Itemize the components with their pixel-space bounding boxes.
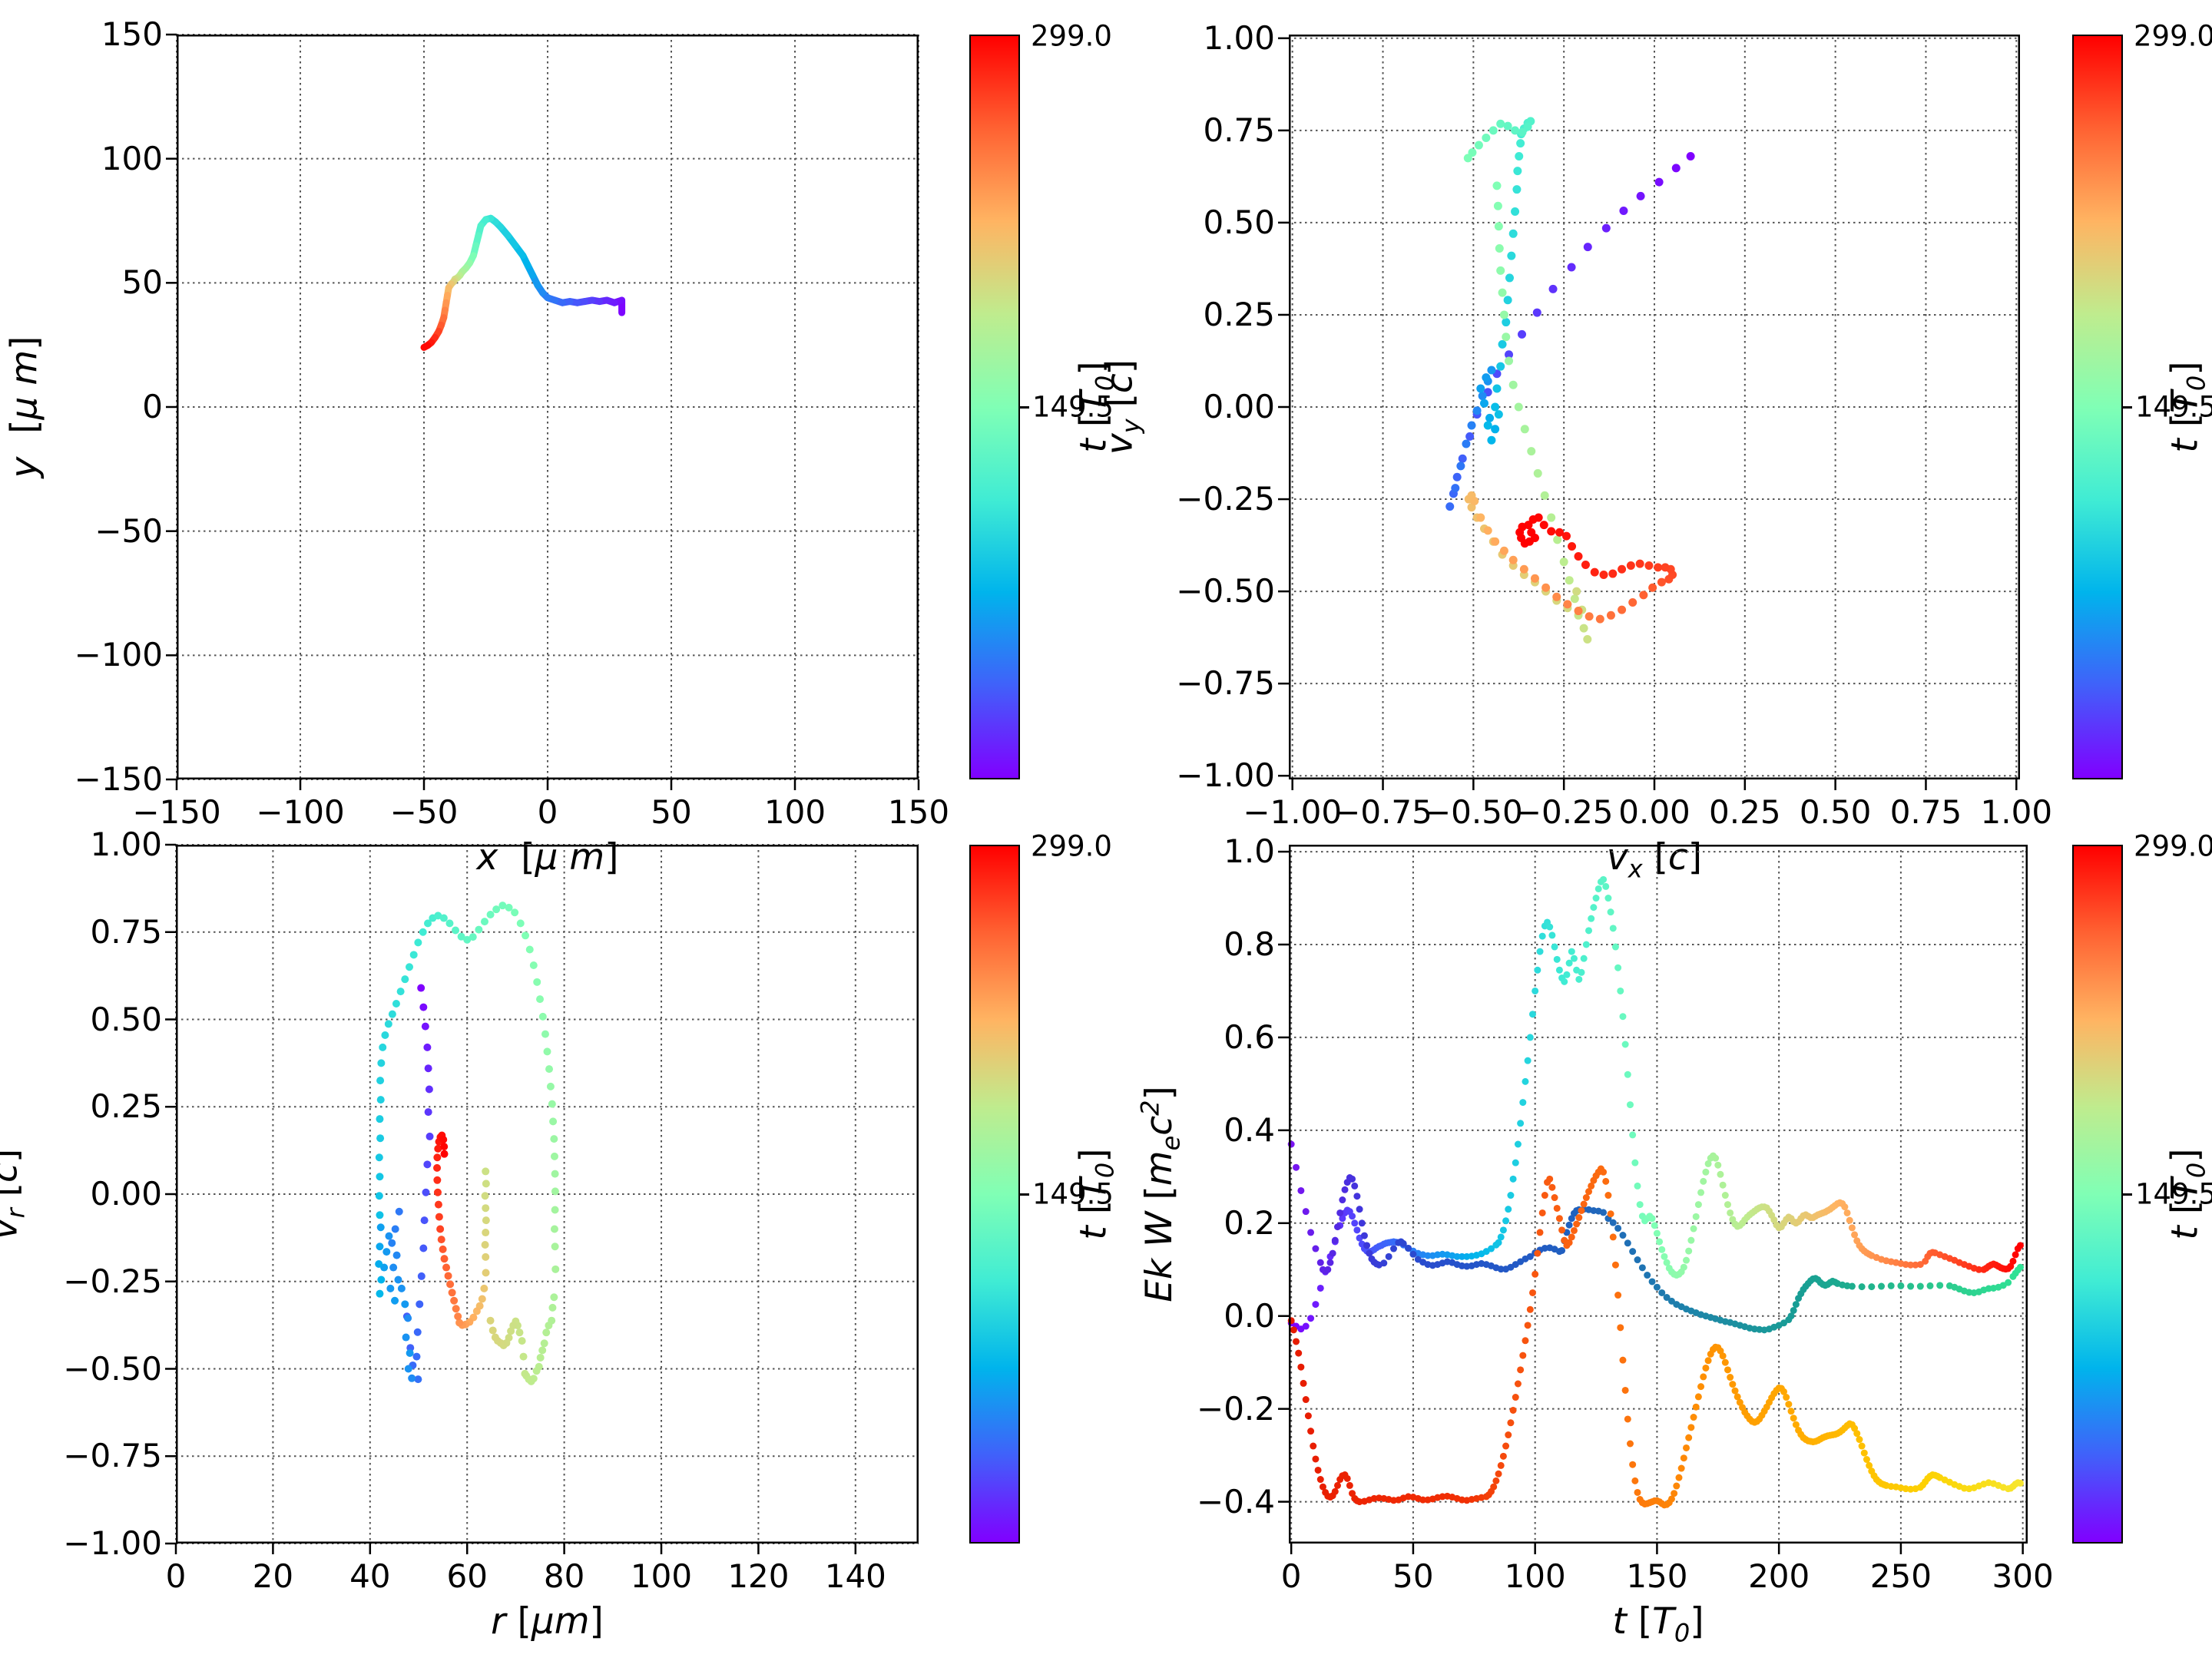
y-tick-label: 0.25 <box>1203 295 1275 333</box>
y-tick-label: −0.50 <box>1176 572 1275 610</box>
x-axis-label: r [μm] <box>491 1600 604 1643</box>
y-tick-label: 150 <box>101 15 163 53</box>
x-tick-label: −0.75 <box>1333 793 1432 831</box>
x-tick-label: 0 <box>537 793 558 831</box>
x-axis-label: t [T0] <box>1612 1600 1704 1648</box>
x-tick-label: 200 <box>1748 1557 1810 1595</box>
y-tick-label: 0.50 <box>1203 203 1275 241</box>
plot-area-rvr <box>165 843 919 1554</box>
x-tick-label: 250 <box>1869 1557 1932 1595</box>
colorbar <box>2072 845 2123 1544</box>
x-tick-label: 100 <box>630 1557 693 1595</box>
y-tick-label: 0.00 <box>90 1175 162 1213</box>
y-tick-label: −0.75 <box>63 1437 162 1475</box>
colorbar-tick-max: 299.0 <box>1031 829 1112 863</box>
colorbar-tick-max: 299.0 <box>2134 19 2212 53</box>
x-tick-label: 60 <box>446 1557 488 1595</box>
y-tick-label: 50 <box>121 263 163 302</box>
y-tick-label: −50 <box>94 511 163 550</box>
y-tick-label: 0.0 <box>1224 1296 1275 1335</box>
x-tick-label: 100 <box>1504 1557 1566 1595</box>
x-tick-label: 150 <box>1626 1557 1688 1595</box>
colorbar-mid-tick <box>2123 405 2132 409</box>
y-tick-label: 0.8 <box>1224 925 1275 963</box>
x-tick-label: 20 <box>252 1557 294 1595</box>
colorbar-mid-tick <box>1020 405 1029 409</box>
x-tick-label: −1.00 <box>1243 793 1343 831</box>
x-tick-label: 0 <box>1280 1557 1302 1595</box>
y-tick-label: 0.4 <box>1224 1110 1275 1149</box>
y-tick-label: 1.0 <box>1224 832 1275 871</box>
colorbar <box>969 35 1020 779</box>
colorbar-tick-mid: 149.5 <box>2135 390 2212 424</box>
y-tick-label: 0.00 <box>1203 388 1275 425</box>
x-tick-label: 80 <box>543 1557 585 1595</box>
y-tick-label: 100 <box>101 139 163 177</box>
y-tick-label: −0.25 <box>63 1262 162 1300</box>
x-tick-label: 1.00 <box>1980 793 2053 831</box>
colorbar-tick-mid: 149.5 <box>2135 1177 2212 1211</box>
colorbar-label: t [T0] <box>2164 1148 2211 1240</box>
y-axis-label: Ek W [mec2] <box>1135 1086 1186 1302</box>
plot-area-xy <box>166 33 920 790</box>
x-tick-label: 40 <box>349 1557 391 1595</box>
colorbar <box>969 845 1020 1544</box>
colorbar-tick-mid: 149.5 <box>1032 1177 1114 1211</box>
y-tick-label: −0.75 <box>1176 664 1275 703</box>
y-tick-label: −1.00 <box>1176 756 1275 795</box>
y-tick-label: 0.6 <box>1224 1017 1275 1056</box>
y-tick-label: 0.75 <box>90 912 162 951</box>
colorbar-tick-max: 299.0 <box>2134 829 2212 863</box>
x-tick-label: 100 <box>763 793 826 831</box>
y-tick-label: 1.00 <box>90 826 162 863</box>
plot-area-vxvy <box>1278 35 2020 790</box>
x-tick-label: 0.00 <box>1618 793 1690 831</box>
x-tick-label: 150 <box>887 793 950 831</box>
x-tick-label: 50 <box>1392 1557 1434 1595</box>
x-tick-label: 0.75 <box>1889 793 1962 831</box>
y-tick-label: −0.2 <box>1197 1389 1275 1428</box>
x-tick-label: −0.50 <box>1423 793 1523 831</box>
colorbar-tick-mid: 149.5 <box>1032 390 1114 424</box>
y-tick-label: −150 <box>74 760 163 798</box>
x-tick-label: −150 <box>132 793 221 831</box>
y-tick-label: −1.00 <box>63 1524 162 1562</box>
x-tick-label: 300 <box>1992 1557 2054 1595</box>
x-tick-label: 50 <box>651 793 692 831</box>
x-tick-label: 140 <box>824 1557 886 1595</box>
colorbar-mid-tick <box>1020 1193 1029 1196</box>
y-tick-label: −100 <box>74 636 163 674</box>
y-tick-label: 0.25 <box>90 1087 162 1126</box>
x-tick-label: 120 <box>727 1557 790 1595</box>
x-tick-label: −50 <box>389 793 459 831</box>
plot-area-ekw <box>1278 845 2028 1554</box>
x-tick-label: 0.50 <box>1799 793 1872 831</box>
colorbar-mid-tick <box>2123 1193 2132 1196</box>
x-tick-label: −100 <box>256 793 345 831</box>
y-tick-label: −0.4 <box>1197 1482 1275 1520</box>
colorbar-tick-max: 299.0 <box>1031 19 1112 53</box>
y-tick-label: 0 <box>142 388 163 425</box>
y-tick-label: −0.50 <box>63 1349 162 1388</box>
x-tick-label: 0.25 <box>1709 793 1781 831</box>
colorbar <box>2072 35 2123 779</box>
x-tick-label: 0 <box>165 1557 187 1595</box>
y-tick-label: 1.00 <box>1203 18 1275 57</box>
y-tick-label: 0.75 <box>1203 111 1275 149</box>
y-tick-label: 0.2 <box>1224 1203 1275 1242</box>
y-tick-label: 0.50 <box>90 1000 162 1038</box>
x-tick-label: −0.25 <box>1514 793 1614 831</box>
y-tick-label: −0.25 <box>1176 480 1275 518</box>
